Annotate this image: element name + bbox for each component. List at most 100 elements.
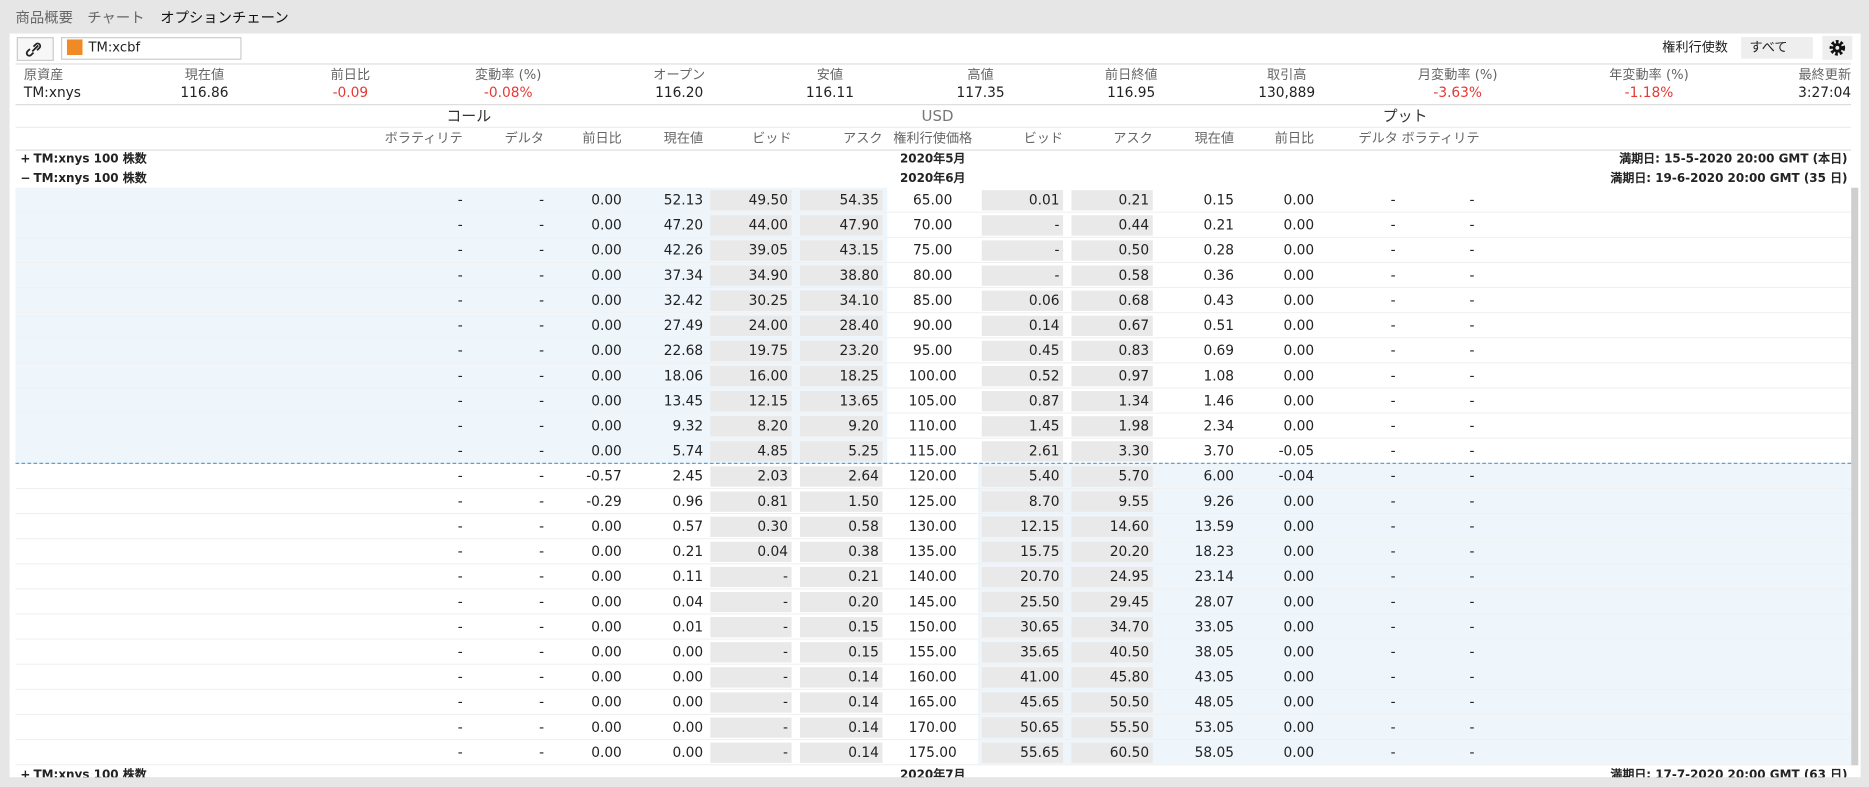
strikes-value[interactable]: すべて (1749, 39, 1788, 56)
row-line (15, 764, 1852, 766)
expiry-toggle[interactable]: + (20, 153, 31, 167)
cell: 0.68 (1118, 291, 1150, 309)
cell: 3.70 (1203, 442, 1235, 460)
cell: - (457, 266, 463, 284)
price-cell (710, 240, 792, 261)
column-header: ビッド (752, 130, 792, 146)
price-cell (981, 466, 1064, 487)
price-cell (1071, 190, 1153, 211)
expiry-name[interactable]: TM:xnys 100 株数 (33, 153, 147, 167)
itm-shade (978, 564, 1852, 589)
tab[interactable]: チャート (87, 9, 145, 27)
gear-icon (1829, 40, 1846, 56)
cell: 55.50 (1109, 718, 1150, 736)
quote-value: TM:xnys (23, 83, 81, 101)
cell: 0.52 (1028, 367, 1060, 384)
cell: - (783, 643, 789, 661)
column-header: デルタ (1358, 130, 1398, 146)
cell: - (539, 266, 545, 284)
cell: 1.98 (1118, 417, 1150, 435)
itm-shade (15, 237, 888, 262)
cell: 0.00 (1283, 517, 1315, 535)
cell: 0.00 (1283, 668, 1315, 686)
cell: 0.00 (591, 517, 622, 535)
row-line (15, 512, 1852, 515)
price-cell (799, 667, 883, 688)
tab[interactable]: オプションチェーン (160, 9, 289, 27)
cell: 50.65 (1020, 718, 1060, 736)
price-cell (1071, 591, 1153, 613)
cell: 40.50 (1109, 643, 1150, 661)
itm-shade (978, 740, 1852, 765)
cell: - (539, 241, 545, 259)
price-cell (710, 516, 792, 537)
cell: - (1390, 291, 1396, 309)
price-cell (799, 416, 883, 437)
expiry-toggle[interactable]: + (20, 768, 31, 783)
row-line (15, 713, 1852, 716)
cell: - (539, 517, 545, 535)
cell: 8.70 (1028, 492, 1060, 510)
cell: 0.50 (1118, 241, 1150, 259)
cell: - (1469, 341, 1475, 359)
settings-button[interactable] (1822, 35, 1853, 60)
quote-value: 130,889 (1258, 83, 1316, 101)
quote-label: 現在値 (184, 66, 225, 83)
cell: 6.00 (1203, 467, 1235, 485)
cell: - (783, 668, 789, 686)
cell: 5.70 (1118, 467, 1150, 485)
cell: 0.14 (848, 668, 879, 686)
price-cell (1071, 742, 1153, 763)
cell: 0.00 (591, 718, 622, 736)
column-header: デルタ (504, 130, 545, 146)
price-cell (710, 340, 792, 362)
cell: 34.70 (1109, 618, 1150, 635)
link-button[interactable] (16, 37, 54, 61)
cell: - (1469, 593, 1475, 610)
cell: 0.00 (591, 266, 622, 284)
cell: 28.07 (1194, 593, 1235, 610)
cell: 55.65 (1020, 743, 1060, 761)
cell: 60.50 (1109, 743, 1150, 761)
cell: - (1469, 643, 1475, 661)
quote-label: 原資産 (23, 66, 64, 83)
column-header: ボラティリテ (384, 130, 463, 146)
cell: 38.05 (1194, 643, 1235, 661)
cell: 2.64 (848, 467, 879, 485)
cell: 0.00 (591, 341, 622, 359)
cell: - (1390, 693, 1396, 711)
cell: 0.00 (1283, 492, 1315, 510)
cell: 0.57 (672, 517, 704, 535)
cell: 27.49 (663, 316, 704, 334)
cell: - (1469, 367, 1475, 384)
cell: 24.95 (1109, 568, 1150, 585)
cell: 0.00 (591, 191, 622, 209)
cell: -0.04 (1278, 467, 1315, 485)
strikes-dropdown[interactable] (1741, 37, 1813, 59)
price-cell (1071, 290, 1153, 311)
cell: 0.21 (1118, 191, 1150, 209)
cell: 0.00 (1283, 618, 1315, 635)
cell: 52.13 (663, 191, 704, 209)
quote-label: 取引高 (1266, 66, 1307, 83)
cell: 75.00 (913, 241, 953, 259)
cell: 39.05 (748, 241, 789, 259)
tab[interactable]: 商品概要 (15, 9, 73, 27)
symbol-input[interactable] (60, 37, 242, 60)
price-cell (981, 742, 1064, 763)
row-line (15, 588, 1852, 590)
price-cell (710, 315, 792, 337)
cell: 0.00 (1283, 568, 1315, 585)
cell: 53.05 (1194, 718, 1235, 736)
itm-shade (15, 438, 888, 463)
column-header: ビッド (1023, 130, 1064, 146)
price-cell (710, 642, 792, 663)
symbol-text[interactable]: TM:xcbf (88, 39, 141, 56)
expiry-name[interactable]: TM:xnys 100 株数 (33, 172, 147, 186)
cell: 9.55 (1118, 492, 1150, 510)
expiry-toggle[interactable]: − (20, 172, 31, 186)
cell: 2.03 (757, 467, 789, 485)
row-line (15, 337, 1852, 339)
itm-shade (978, 664, 1852, 689)
cell: 130.00 (908, 517, 957, 535)
